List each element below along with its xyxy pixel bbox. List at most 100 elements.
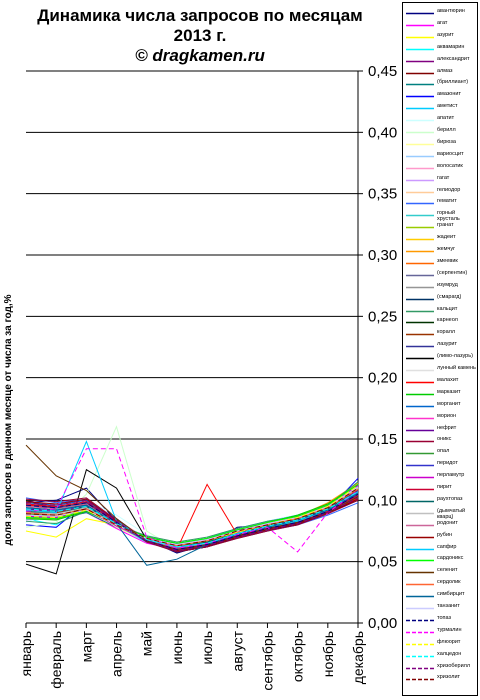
legend-swatch — [406, 655, 434, 657]
legend-label: аметист — [437, 103, 458, 110]
legend-label: авантюрин — [437, 8, 465, 14]
legend-label: берилл — [437, 127, 456, 133]
legend-item: александрит — [403, 55, 477, 68]
legend-swatch — [406, 453, 434, 455]
legend-swatch — [406, 619, 434, 622]
legend-swatch — [406, 203, 434, 205]
legend-swatch — [406, 274, 434, 277]
legend-item: лунный камень — [403, 364, 477, 377]
legend-item: гранат — [403, 221, 477, 234]
x-tick-label: ноябрь — [320, 631, 336, 677]
x-tick-label: июль — [199, 631, 215, 664]
legend-item: флюорит — [403, 638, 477, 651]
legend-item: волосатик — [403, 162, 477, 175]
legend-item: коралл — [403, 328, 477, 341]
y-tick-label: 0,05 — [368, 554, 397, 571]
legend-item: аквамарин — [403, 43, 477, 56]
chart-title-line: Динамика числа запросов по месяцам — [37, 6, 363, 25]
legend-swatch — [406, 512, 434, 515]
legend-label: азурит — [437, 31, 454, 38]
legend-label: аквамарин — [437, 43, 465, 50]
legend-swatch — [406, 310, 434, 312]
legend-item: танзанит — [403, 602, 477, 615]
legend-swatch — [406, 131, 434, 134]
legend-label: змеевик — [437, 257, 458, 264]
legend-label: пирит — [437, 484, 452, 490]
legend-label: гагат — [437, 174, 450, 181]
legend-swatch — [406, 12, 434, 15]
x-tick-label: октябрь — [290, 631, 306, 682]
line-chart: 0,00 0,05 0,10 0,15 0,20 0,25 0,30 0,35 0,40 0,45… — [3, 63, 397, 691]
legend-swatch — [406, 357, 434, 360]
legend-label: сапфир — [437, 543, 457, 550]
legend-swatch — [406, 286, 434, 288]
legend-label: агат — [437, 19, 448, 26]
legend-swatch — [406, 107, 434, 110]
legend-swatch — [406, 583, 434, 586]
legend-swatch — [406, 524, 434, 526]
watermark: © dragkamen.ru — [135, 46, 265, 65]
y-tick-label: 0,00 — [368, 615, 397, 632]
legend-swatch — [406, 226, 434, 229]
legend-swatch — [406, 667, 434, 669]
legend-item: опал — [403, 447, 477, 460]
legend-swatch — [406, 72, 434, 74]
legend-swatch — [406, 167, 434, 169]
legend-item: перидот — [403, 459, 477, 472]
legend-item: нефрит — [403, 424, 477, 437]
legend-label: лазурит — [437, 341, 458, 348]
legend-item: (смарагд) — [403, 293, 477, 306]
legend-swatch — [406, 679, 434, 681]
legend-label: топаз — [437, 614, 452, 621]
legend-item: сапфир — [403, 543, 477, 556]
chart-title-year: 2013 г. — [173, 26, 227, 45]
legend-label: (дымчатый кварц) — [437, 507, 466, 520]
legend-swatch — [406, 417, 434, 419]
legend-label: изумруд — [437, 281, 458, 288]
series-line — [25, 487, 359, 547]
legend-swatch — [406, 24, 434, 27]
legend-swatch — [406, 191, 434, 193]
legend-item: (дымчатый кварц) — [403, 507, 477, 520]
legend-swatch — [406, 631, 434, 634]
legend-item: гелиодор — [403, 186, 477, 199]
legend-item: селенит — [403, 566, 477, 579]
legend-swatch — [406, 429, 434, 431]
x-tick-label: февраль — [48, 631, 64, 689]
legend-label: симбирцит — [437, 591, 465, 598]
series-line — [25, 444, 359, 550]
legend-label: сардоникс — [437, 555, 464, 562]
legend-item: вариосцит — [403, 150, 477, 163]
legend-label: карнеол — [437, 317, 458, 324]
legend-label: лунный камень — [437, 365, 476, 371]
legend-label: (серпентин) — [437, 269, 468, 276]
chart-legend: авантюрин агат азурит аквамарин александрит а… — [402, 2, 478, 696]
legend-label: селенит — [437, 567, 458, 574]
legend-label: нефрит — [437, 424, 457, 431]
legend-label: раухтопаз — [437, 495, 463, 502]
legend-swatch — [406, 369, 434, 372]
legend-item: сердолик — [403, 578, 477, 591]
legend-swatch — [406, 143, 434, 146]
legend-swatch — [406, 607, 434, 610]
legend-swatch — [406, 96, 434, 98]
legend-swatch — [406, 36, 434, 39]
legend-item: марказит — [403, 388, 477, 401]
legend-item: оникс — [403, 435, 477, 448]
legend-item: берилл — [403, 126, 477, 139]
legend-label: (бриллиант) — [437, 79, 469, 86]
legend-label: рубин — [437, 531, 453, 538]
legend-label: амазонит — [437, 91, 461, 98]
x-tick-label: январь — [18, 631, 34, 676]
legend-label: морион — [437, 412, 457, 419]
legend-swatch — [406, 572, 434, 574]
legend-swatch — [406, 393, 434, 396]
legend-item: (серпентин) — [403, 269, 477, 282]
legend-swatch — [406, 262, 434, 265]
legend-swatch — [406, 334, 434, 336]
legend-label: морганит — [437, 400, 461, 407]
legend-item: амазонит — [403, 90, 477, 103]
series-line — [25, 485, 359, 547]
legend-swatch — [406, 48, 434, 50]
legend-item: малахит — [403, 376, 477, 389]
